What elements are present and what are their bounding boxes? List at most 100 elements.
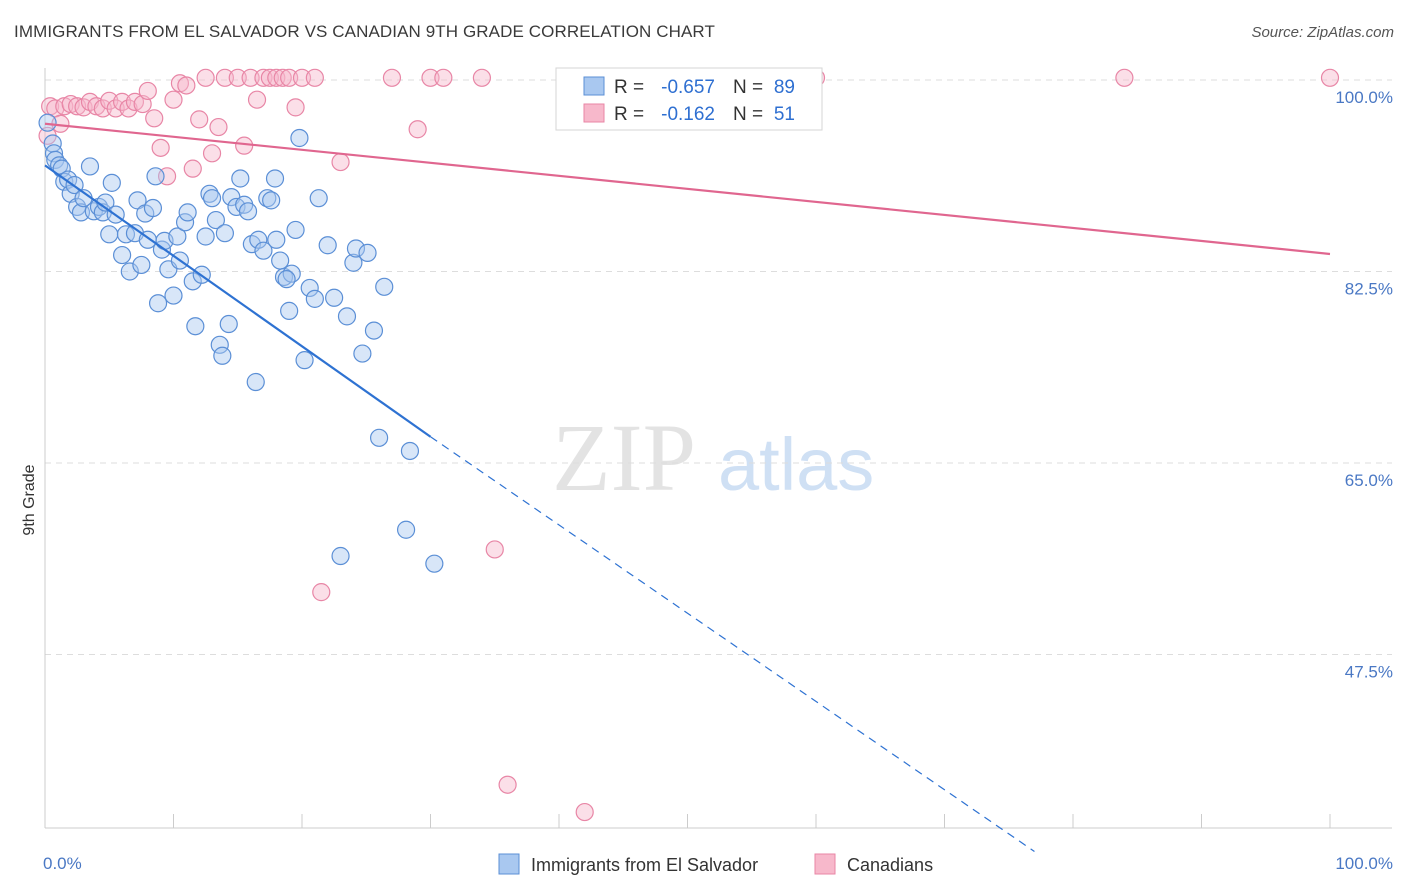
el-salvador-trend-line — [44, 164, 432, 438]
el-salvador-point-19 — [102, 173, 121, 192]
canadians-point-49 — [312, 583, 331, 602]
canadians-point-26 — [196, 68, 215, 87]
el-salvador-point-83 — [400, 441, 420, 461]
el-salvador-point-66 — [280, 301, 299, 320]
el-salvador-point-40 — [183, 272, 202, 291]
legend-r-label-2: R = — [614, 104, 644, 125]
el-salvador-point-82 — [375, 277, 394, 296]
el-salvador-point-71 — [305, 289, 324, 308]
canadians-point-32 — [241, 68, 260, 87]
canadians-point-19 — [151, 138, 170, 157]
el-salvador-point-43 — [196, 227, 215, 246]
el-salvador-point-74 — [325, 288, 344, 307]
canadians-point-41 — [305, 68, 324, 87]
el-salvador-point-21 — [112, 245, 132, 265]
canadians-point-44 — [408, 120, 427, 139]
el-salvador-point-87 — [425, 554, 444, 573]
el-salvador-point-80 — [364, 321, 384, 340]
axes — [44, 68, 1392, 829]
el-salvador-point-23 — [120, 262, 139, 281]
el-salvador-point-0 — [38, 113, 57, 132]
el-salvador-point-78 — [353, 344, 372, 363]
el-salvador-point-81 — [370, 428, 389, 447]
y-tick-label-0: 100.0% — [1335, 88, 1393, 107]
el-salvador-point-13 — [80, 157, 100, 176]
canadians-point-21 — [164, 90, 183, 109]
x-tick-label-0: 0.0% — [43, 854, 82, 873]
el-salvador-point-76 — [344, 253, 363, 272]
el-salvador-point-75 — [337, 307, 357, 326]
el-salvador-point-35 — [164, 286, 183, 305]
el-salvador-point-84 — [277, 270, 296, 289]
canadians-point-33 — [247, 90, 267, 109]
el-salvador-point-39 — [178, 203, 197, 222]
canadians-point-23 — [177, 76, 196, 95]
legend-item-el-salvador: Immigrants from El Salvador — [531, 855, 758, 875]
canadians-point-51 — [575, 802, 594, 822]
el-salvador-point-26 — [132, 255, 151, 275]
legend-n-label-1: N = — [733, 77, 763, 98]
y-tick-label-3: 47.5% — [1345, 663, 1393, 682]
el-salvador-point-68 — [290, 128, 309, 148]
gridlines — [45, 79, 1392, 655]
el-salvador-point-48 — [213, 346, 232, 365]
el-salvador-point-72 — [309, 189, 328, 208]
canadians-point-37 — [273, 68, 292, 87]
el-salvador-point-85 — [331, 546, 350, 566]
legend-item-canadians-swatch — [814, 853, 836, 875]
canadians-point-42 — [331, 152, 350, 172]
canadians-point-13 — [112, 92, 132, 111]
el-salvador-point-36 — [168, 227, 187, 246]
el-salvador-point-63 — [271, 251, 290, 270]
legend-n-value-1: 89 — [774, 77, 795, 98]
canadians-point-34 — [254, 68, 273, 87]
el-salvador-point-18 — [100, 225, 119, 244]
canadians-point-47 — [472, 68, 491, 87]
el-salvador-point-65 — [282, 264, 301, 283]
canadians-point-55 — [1320, 68, 1340, 87]
canadians-point-48 — [485, 540, 504, 559]
canadians-point-40 — [292, 68, 312, 87]
series-legend: Immigrants from El Salvador Canadians — [498, 853, 933, 875]
el-salvador-point-53 — [231, 169, 250, 188]
el-salvador-point-4 — [50, 156, 69, 175]
el-salvador-point-47 — [210, 335, 229, 354]
canadians-point-54 — [1115, 68, 1134, 87]
canadians-point-27 — [202, 144, 222, 163]
canadians-point-24 — [183, 159, 202, 178]
canadians-point-12 — [106, 99, 125, 118]
x-tick-label-1: 100.0% — [1335, 854, 1393, 873]
el-salvador-point-49 — [215, 224, 234, 243]
el-salvador-point-57 — [246, 372, 265, 392]
el-salvador-point-29 — [143, 198, 163, 218]
canadians-point-17 — [138, 81, 157, 101]
el-salvador-point-50 — [219, 314, 238, 334]
el-salvador-point-73 — [318, 236, 337, 255]
el-salvador-points — [38, 113, 444, 573]
trend-lines — [44, 122, 1331, 852]
canadians-point-50 — [498, 775, 517, 794]
watermark-zip: ZIP — [552, 404, 696, 511]
canadians-point-36 — [267, 68, 286, 87]
el-salvador-point-61 — [262, 191, 281, 210]
canadians-trend-line — [44, 122, 1331, 256]
canadians-point-14 — [119, 99, 138, 118]
legend-item-canadians: Canadians — [847, 855, 933, 875]
legend-n-label-2: N = — [733, 104, 763, 125]
y-tick-label-2: 65.0% — [1345, 471, 1393, 490]
canadians-point-28 — [209, 117, 228, 137]
legend-item-el-salvador-swatch — [498, 853, 520, 875]
legend-r-value-1: -0.657 — [661, 77, 715, 98]
el-salvador-point-86 — [396, 520, 416, 539]
canadians-point-25 — [190, 110, 209, 129]
legend-r-value-2: -0.162 — [661, 104, 715, 125]
canadians-point-43 — [382, 68, 402, 87]
canadians-point-38 — [280, 68, 299, 87]
el-salvador-point-11 — [71, 203, 91, 222]
canadians-point-35 — [260, 68, 279, 87]
el-salvador-point-79 — [358, 243, 377, 262]
el-salvador-point-69 — [295, 351, 314, 370]
el-salvador-point-62 — [265, 169, 285, 188]
el-salvador-point-67 — [286, 220, 305, 240]
